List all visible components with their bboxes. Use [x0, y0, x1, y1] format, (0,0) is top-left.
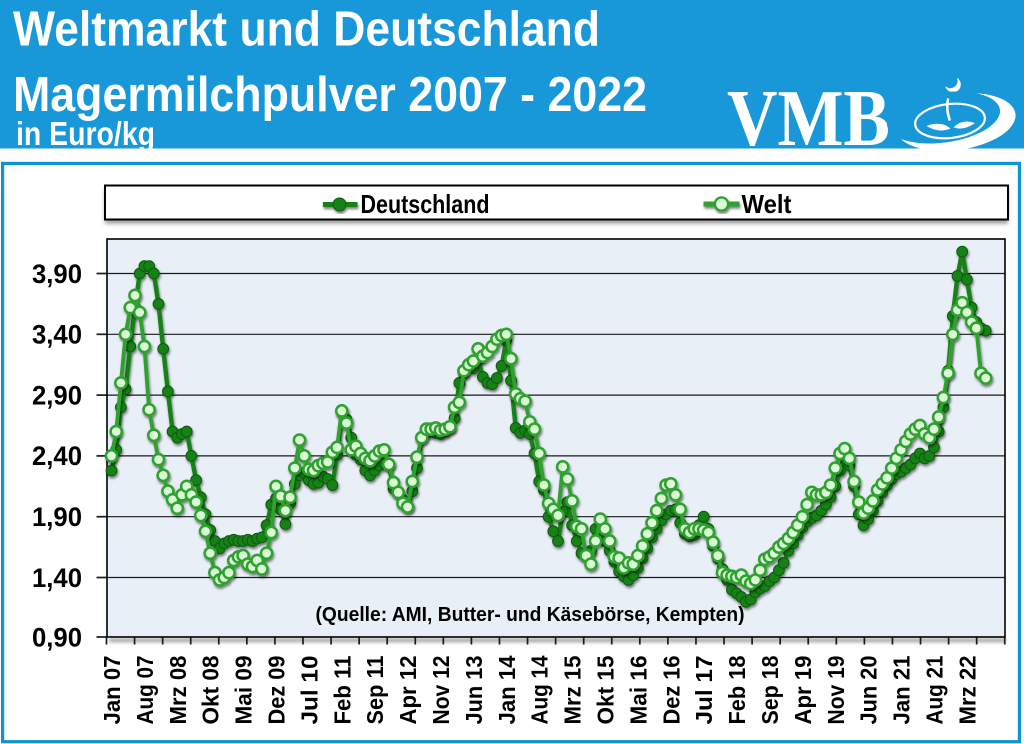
svg-text:Jan 21: Jan 21: [889, 656, 915, 725]
svg-text:2,40: 2,40: [32, 441, 82, 471]
svg-text:Deutschland: Deutschland: [361, 189, 490, 219]
svg-text:VMB: VMB: [727, 75, 890, 163]
svg-text:Welt: Welt: [742, 189, 792, 219]
svg-text:Apr 19: Apr 19: [790, 656, 816, 725]
svg-text:Dez 09: Dez 09: [264, 656, 290, 725]
svg-text:Mai 16: Mai 16: [625, 656, 651, 725]
svg-text:1,90: 1,90: [32, 502, 82, 532]
svg-text:in Euro/kg: in Euro/kg: [16, 115, 155, 152]
svg-text:Mai 09: Mai 09: [231, 656, 257, 725]
svg-text:3,90: 3,90: [32, 259, 82, 289]
svg-text:Jan 07: Jan 07: [99, 656, 125, 725]
svg-text:Aug 14: Aug 14: [527, 656, 553, 725]
svg-text:Okt 15: Okt 15: [593, 656, 619, 725]
svg-text:1,40: 1,40: [32, 563, 82, 593]
svg-text:Jun 13: Jun 13: [461, 656, 487, 725]
svg-text:Nov 12: Nov 12: [428, 656, 454, 725]
svg-text:Weltmarkt und Deutschland: Weltmarkt und Deutschland: [13, 2, 600, 57]
svg-text:Mrz 22: Mrz 22: [954, 656, 980, 725]
svg-text:Nov 19: Nov 19: [823, 656, 849, 725]
svg-text:Jul 10: Jul 10: [296, 656, 322, 725]
svg-text:Dez 16: Dez 16: [658, 656, 684, 725]
svg-text:2,90: 2,90: [32, 380, 82, 410]
svg-text:Sep 11: Sep 11: [362, 656, 388, 725]
svg-text:Aug 07: Aug 07: [132, 656, 158, 725]
svg-text:Magermilchpulver 2007 - 2022: Magermilchpulver 2007 - 2022: [13, 67, 647, 122]
svg-text:Okt 08: Okt 08: [198, 656, 224, 725]
svg-text:Jul 17: Jul 17: [691, 656, 717, 725]
svg-text:Jan 14: Jan 14: [494, 656, 520, 725]
svg-text:Aug 21: Aug 21: [922, 656, 948, 725]
svg-text:Jun 20: Jun 20: [856, 656, 882, 725]
svg-text:Mrz 15: Mrz 15: [560, 656, 586, 725]
svg-text:3,40: 3,40: [32, 320, 82, 350]
svg-text:Feb 18: Feb 18: [724, 656, 750, 725]
svg-text:Apr 12: Apr 12: [395, 656, 421, 725]
svg-text:(Quelle: AMI, Butter- und Käse: (Quelle: AMI, Butter- und Käsebörse, Kem…: [316, 603, 745, 626]
svg-text:Sep 18: Sep 18: [757, 656, 783, 725]
svg-text:Feb 11: Feb 11: [329, 656, 355, 725]
svg-text:0,90: 0,90: [32, 622, 82, 652]
svg-text:Mrz 08: Mrz 08: [165, 656, 191, 725]
